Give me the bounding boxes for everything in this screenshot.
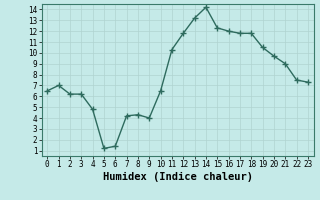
X-axis label: Humidex (Indice chaleur): Humidex (Indice chaleur) xyxy=(103,172,252,182)
